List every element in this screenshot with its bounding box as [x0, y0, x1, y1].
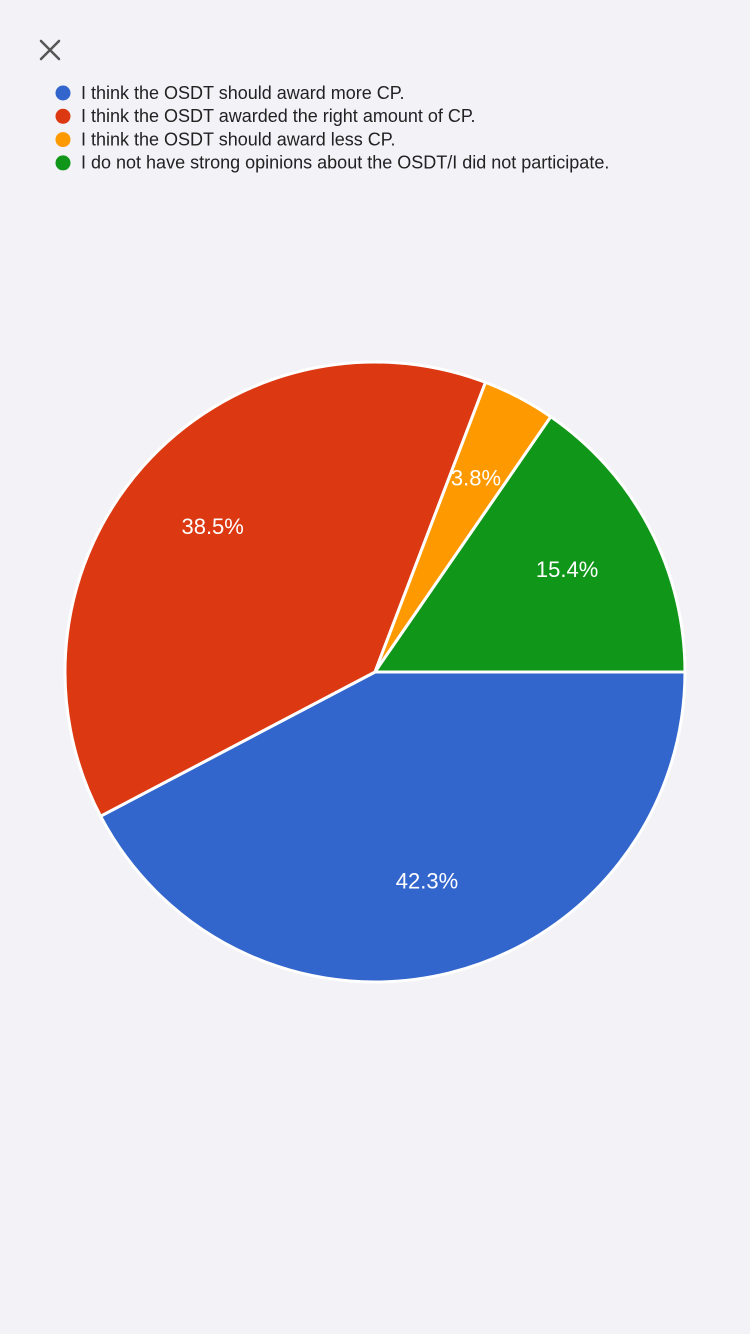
legend-swatch	[55, 132, 71, 148]
pie-slice	[98, 670, 687, 984]
data-label: 42.3%	[396, 868, 458, 893]
legend-swatch	[55, 155, 71, 171]
pie-slice	[372, 414, 687, 674]
legend-label: I do not have strong opinions about the …	[81, 153, 609, 173]
close-button[interactable]	[39, 39, 61, 61]
data-label: 3.8%	[451, 466, 501, 491]
legend-label: I think the OSDT should award less CP.	[81, 129, 396, 149]
pie-slice	[63, 360, 488, 819]
legend-label: I think the OSDT awarded the right amoun…	[81, 106, 476, 126]
legend-swatch	[55, 85, 71, 101]
legend-swatch	[55, 108, 71, 124]
legend-label: I think the OSDT should award more CP.	[81, 83, 405, 103]
data-label: 38.5%	[181, 514, 243, 539]
data-label: 15.4%	[536, 557, 598, 582]
close-icon	[39, 39, 61, 61]
